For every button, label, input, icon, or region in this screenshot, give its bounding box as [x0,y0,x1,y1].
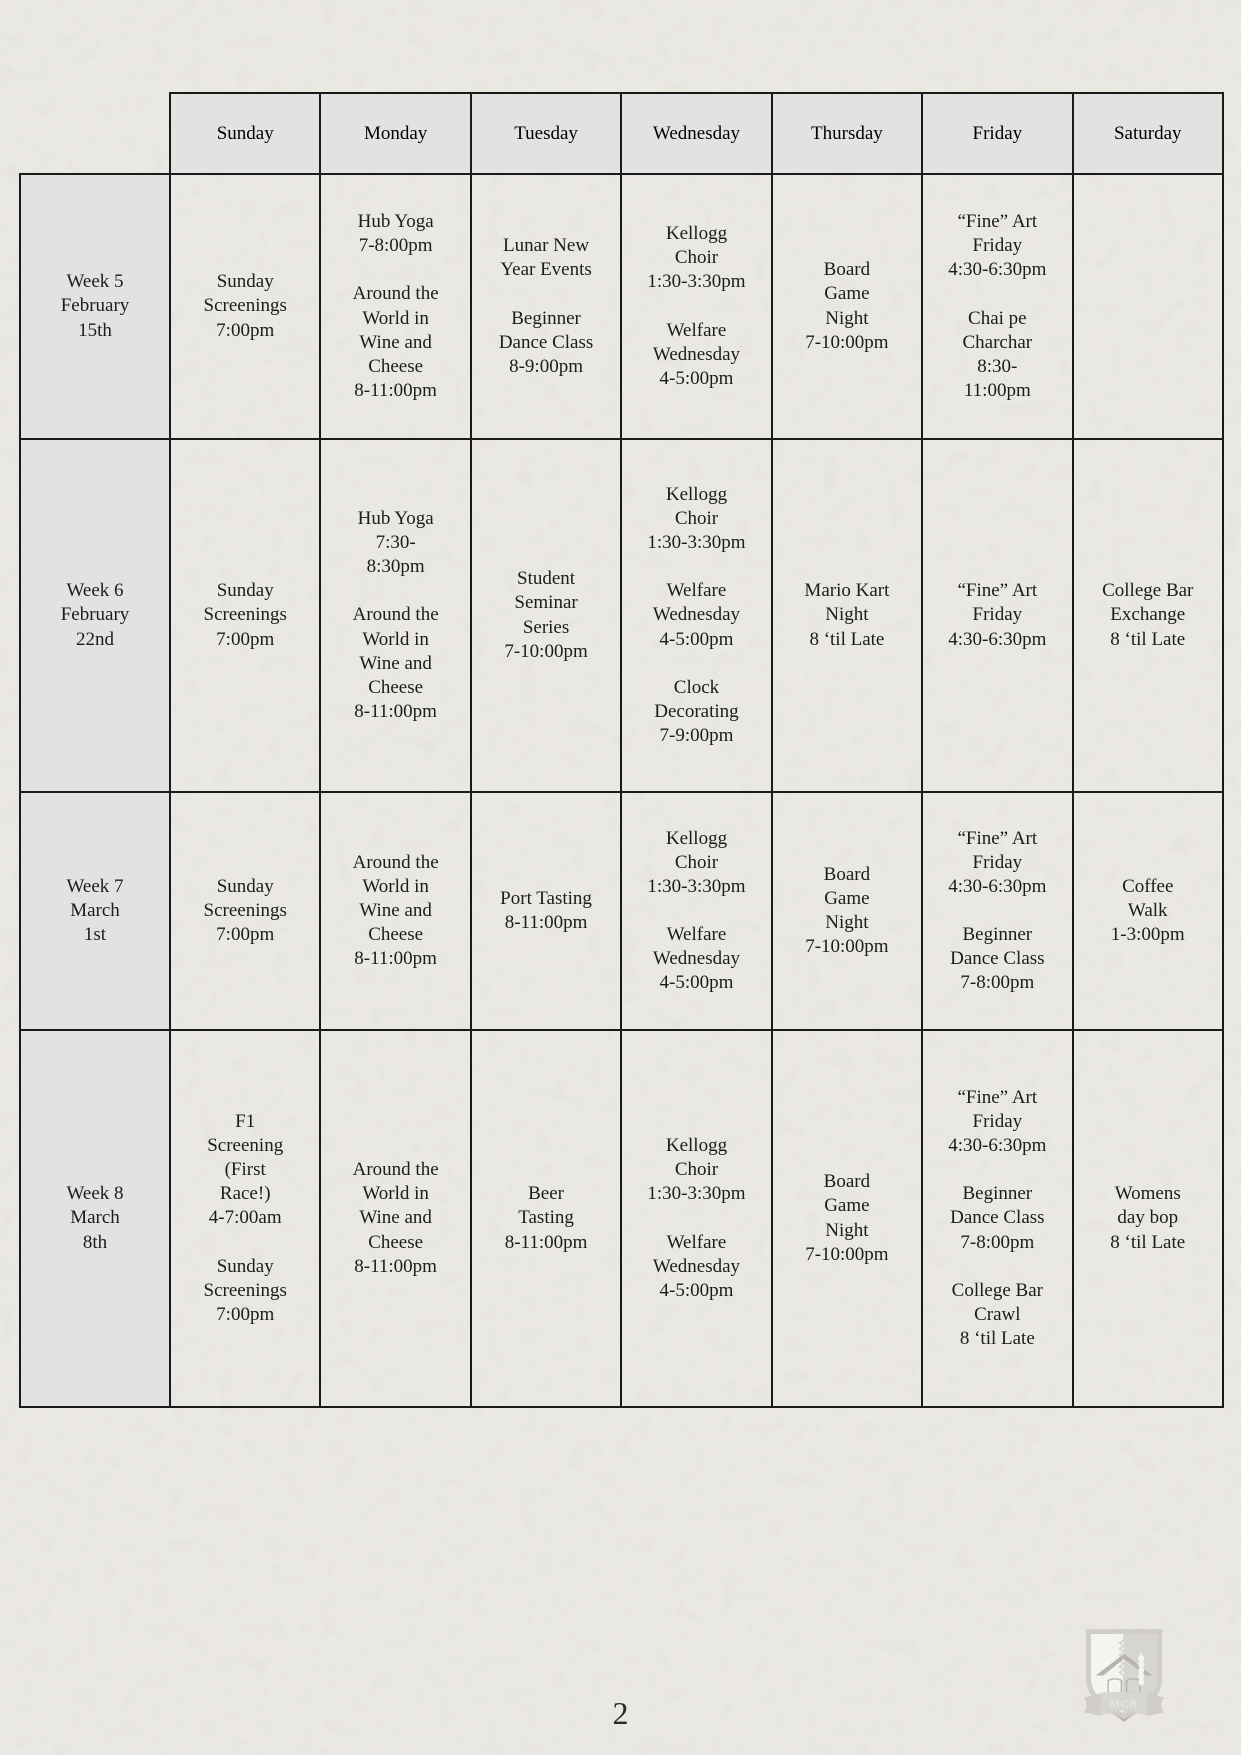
svg-text:MCR: MCR [1110,1699,1139,1711]
